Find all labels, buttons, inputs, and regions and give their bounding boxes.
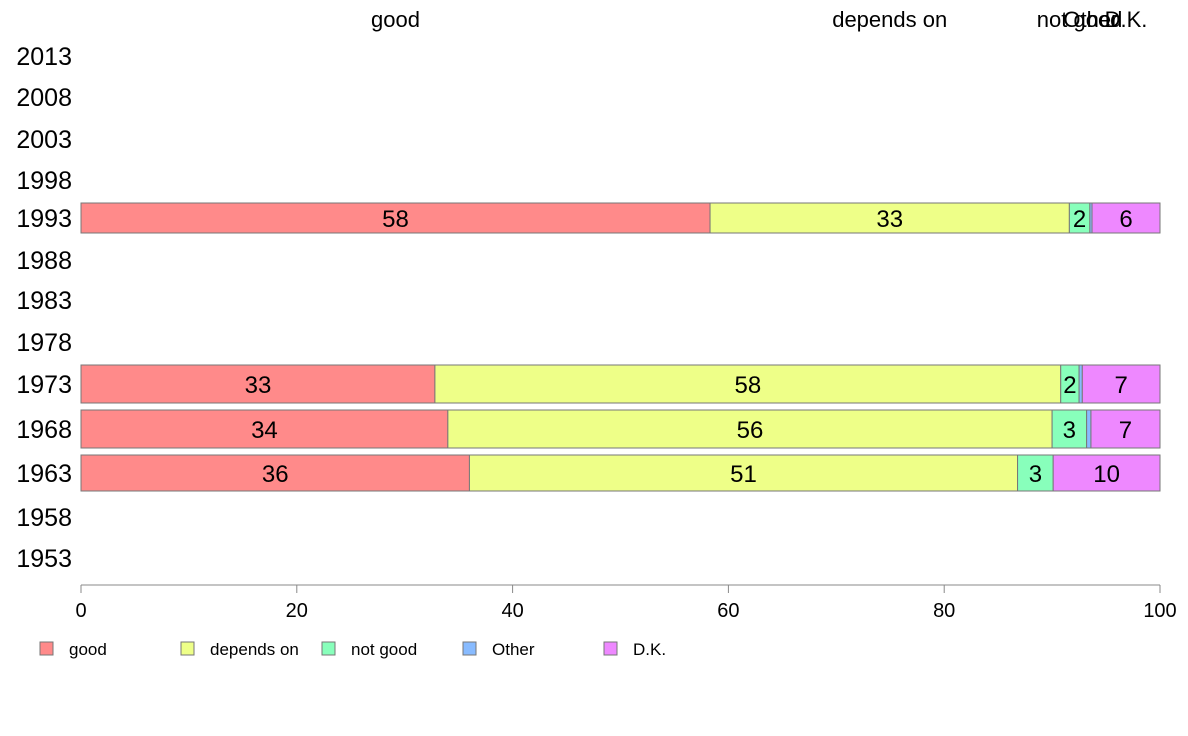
y-tick-label-2008: 2008 <box>16 84 72 112</box>
data-label-1963-notgood: 3 <box>1029 461 1042 488</box>
bar-segment-1993-dk <box>1091 202 1161 234</box>
bar-segment-1973-dependson <box>434 364 1062 404</box>
data-label-1973-notgood: 2 <box>1063 372 1076 399</box>
top-label-good: good <box>371 7 420 32</box>
bar-segment-1968-other <box>1086 409 1092 449</box>
legend-label-good: good <box>69 640 107 659</box>
x-tick-label-40: 40 <box>501 600 523 622</box>
data-label-1973-good: 33 <box>245 372 272 399</box>
legend-label-notgood: not good <box>351 640 417 659</box>
data-label-1993-dependson: 33 <box>876 206 903 233</box>
y-tick-label-1968: 1968 <box>16 416 72 444</box>
y-tick-label-1978: 1978 <box>16 329 72 357</box>
bar-segment-1963-notgood <box>1017 454 1054 492</box>
data-label-1993-dk: 6 <box>1119 206 1132 233</box>
bar-segment-1973-dk <box>1081 364 1161 404</box>
bar-segment-1993-good <box>80 202 711 234</box>
legend-label-dependson: depends on <box>210 640 299 659</box>
legend: good depends on not good Other D.K. <box>39 640 666 659</box>
data-label-1963-dependson: 51 <box>730 461 757 488</box>
legend-swatch-dk <box>603 641 618 656</box>
legend-swatch-notgood <box>321 641 336 656</box>
legend-swatch-other <box>462 641 477 656</box>
y-tick-label-2003: 2003 <box>16 126 72 154</box>
data-label-1993-notgood: 2 <box>1073 206 1086 233</box>
data-label-1973-dependson: 58 <box>734 372 761 399</box>
x-axis: 0 20 40 60 80 100 <box>75 584 1177 622</box>
data-label-1968-notgood: 3 <box>1063 417 1076 444</box>
x-tick-label-20: 20 <box>286 600 308 622</box>
legend-swatch-dependson <box>180 641 195 656</box>
legend-label-dk: D.K. <box>633 640 666 659</box>
bar-segment-1963-good <box>80 454 470 492</box>
data-label-1968-good: 34 <box>251 417 278 444</box>
y-tick-label-1958: 1958 <box>16 504 72 532</box>
bar-segment-1973-good <box>80 364 436 404</box>
y-tick-label-1988: 1988 <box>16 247 72 275</box>
y-tick-label-1993: 1993 <box>16 205 72 233</box>
x-tick-label-0: 0 <box>75 600 86 622</box>
bar-segment-1963-dk <box>1052 454 1161 492</box>
y-tick-label-1953: 1953 <box>16 545 72 573</box>
top-label-notgood: not good <box>1037 7 1123 32</box>
data-label-1963-dk: 10 <box>1093 461 1120 488</box>
x-tick-label-100: 100 <box>1143 600 1176 622</box>
bar-segment-1963-dependson <box>468 454 1019 492</box>
y-tick-label-1973: 1973 <box>16 371 72 399</box>
x-tick-label-60: 60 <box>717 600 739 622</box>
x-tick-label-80: 80 <box>933 600 955 622</box>
data-label-1968-dependson: 56 <box>737 417 764 444</box>
y-tick-label-1983: 1983 <box>16 287 72 315</box>
bars: 58 33 2 6 33 58 2 7 34 56 3 7 36 51 3 10 <box>80 202 1161 492</box>
bar-segment-1968-dk <box>1090 409 1161 449</box>
top-label-dependson: depends on <box>832 7 947 32</box>
data-label-1993-good: 58 <box>382 206 409 233</box>
y-tick-label-1998: 1998 <box>16 167 72 195</box>
data-label-1963-good: 36 <box>262 461 289 488</box>
top-label-dk: D.K. <box>1105 7 1148 32</box>
legend-label-other: Other <box>492 640 535 659</box>
bar-segment-1968-dependson <box>447 409 1053 449</box>
data-label-1968-dk: 7 <box>1119 417 1132 444</box>
y-axis-labels: 2013 2008 2003 1998 1993 1988 1983 1978 1973 1968… <box>16 43 72 573</box>
top-label-other: Other <box>1063 7 1118 32</box>
y-tick-label-1963: 1963 <box>16 460 72 488</box>
y-tick-label-2013: 2013 <box>16 43 72 71</box>
legend-swatch-good <box>39 641 54 656</box>
data-label-1973-dk: 7 <box>1114 372 1127 399</box>
